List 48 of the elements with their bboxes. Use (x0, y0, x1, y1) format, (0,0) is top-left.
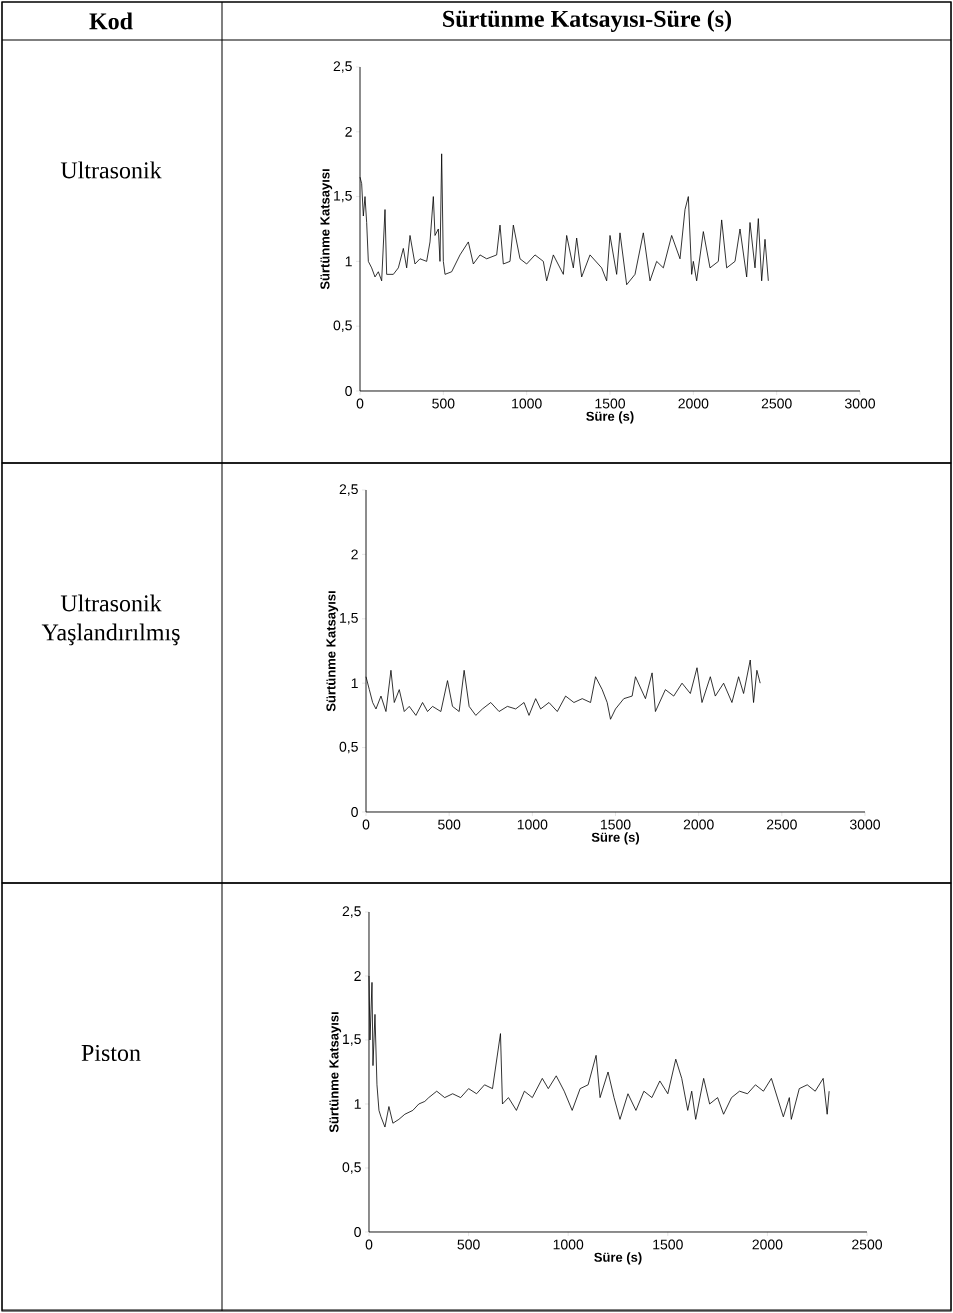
y-tick-label: 0 (354, 1227, 361, 1237)
x-axis-title: Süre (s) (591, 832, 640, 845)
x-tick-label: 2500 (852, 1239, 883, 1250)
y-axis-title: Sürtünme Katsayısı (329, 1012, 342, 1133)
y-tick-label: 2 (345, 126, 352, 137)
x-tick-label: 0 (362, 819, 370, 830)
y-tick-label: 1 (354, 1099, 361, 1109)
y-tick-label: 1,5 (340, 613, 358, 625)
x-tick-label: 3000 (844, 398, 876, 409)
x-tick-label: 1500 (653, 1239, 683, 1250)
x-tick-label: 2000 (752, 1239, 783, 1250)
y-tick-label: 0,5 (342, 1162, 361, 1174)
x-tick-label: 2000 (683, 819, 714, 830)
text: Ultrasonik Yaşlandırılmış (41, 594, 180, 646)
x-tick-label: 2500 (761, 398, 792, 409)
y-tick-label: 2,5 (333, 61, 352, 73)
y-axis-title: Sürtünme Katsayısı (320, 169, 333, 290)
x-tick-label: 500 (432, 398, 455, 409)
y-tick-label: 0,5 (333, 320, 352, 332)
x-tick-label: 0 (365, 1239, 373, 1250)
y-tick-label: 2,5 (339, 484, 358, 496)
x-tick-label: 1000 (517, 819, 548, 830)
y-axis-title: Sürtünme Katsayısı (326, 591, 339, 712)
x-tick-label: 3000 (849, 819, 881, 830)
y-tick-label: 1,5 (343, 1034, 361, 1046)
x-tick-label: 1000 (512, 398, 542, 409)
y-tick-label: 0 (345, 386, 352, 396)
x-tick-label: 2500 (766, 819, 797, 830)
x-tick-label: 2000 (678, 398, 709, 409)
text: Kod (89, 12, 133, 30)
text: Piston (81, 1044, 141, 1062)
y-tick-label: 1 (345, 256, 352, 267)
y-tick-label: 2,5 (342, 906, 361, 918)
y-tick-label: 2 (351, 549, 358, 560)
x-tick-label: 500 (457, 1239, 480, 1250)
x-tick-label: 500 (438, 819, 461, 830)
text: Sürtünme Katsayısı-Süre (s) (443, 10, 732, 32)
x-tick-label: 1500 (595, 398, 626, 409)
y-tick-label: 1 (351, 678, 358, 689)
y-tick-label: 0,5 (339, 741, 358, 754)
y-tick-label: 0 (351, 807, 358, 817)
x-axis-title: Süre (s) (586, 411, 634, 424)
text: Ultrasonik (60, 161, 162, 179)
y-tick-label: 1,5 (334, 190, 352, 203)
y-tick-label: 2 (354, 971, 361, 981)
x-tick-label: 1500 (601, 819, 631, 830)
x-tick-label: 1000 (553, 1239, 584, 1250)
x-axis-title: Süre (s) (594, 1252, 642, 1265)
